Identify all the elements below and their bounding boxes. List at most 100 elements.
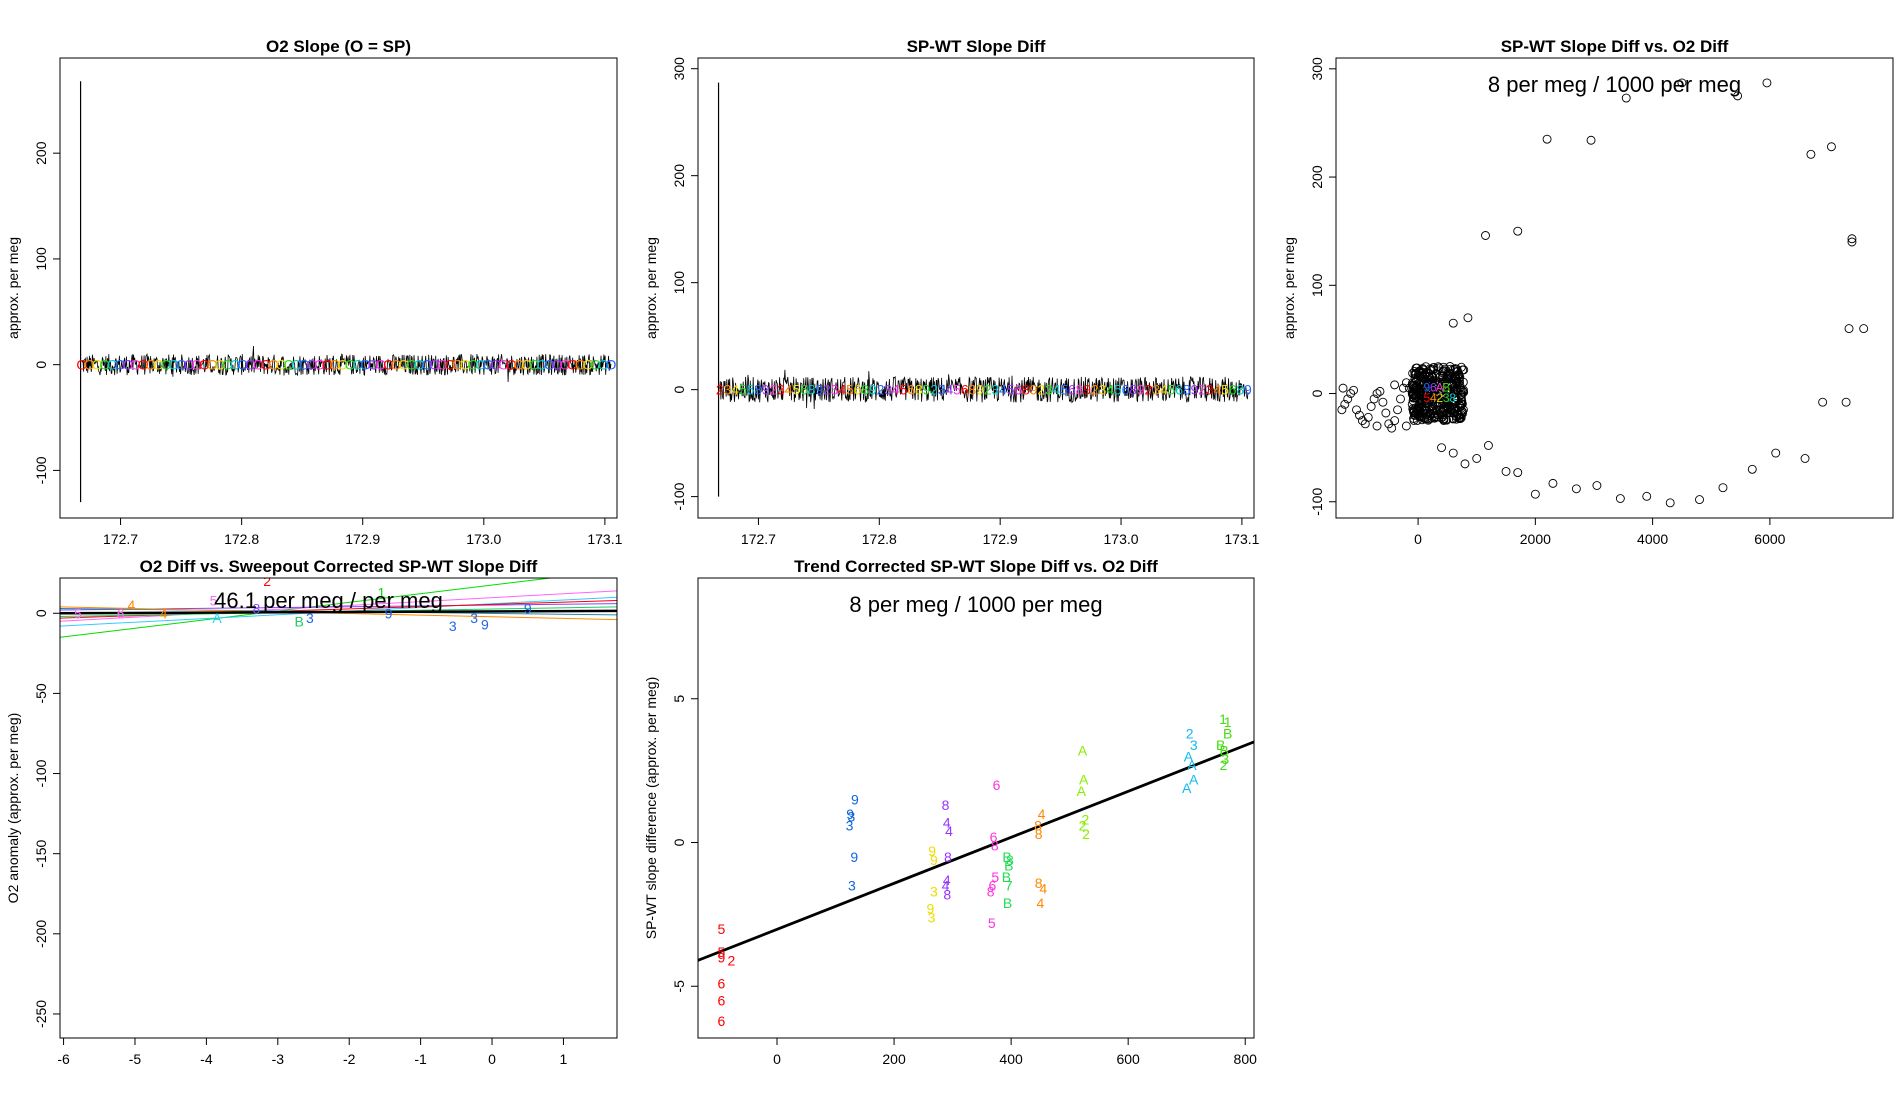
data-point <box>1390 380 1400 390</box>
cluster-label: 2 <box>1436 391 1443 405</box>
cluster-point <box>1439 415 1449 424</box>
marker-label: 8 <box>1076 382 1084 398</box>
cluster-point <box>1452 374 1461 384</box>
cluster-point <box>1426 409 1436 419</box>
plot-frame <box>697 577 1255 1039</box>
data-point <box>1381 408 1391 418</box>
cluster-point <box>1430 390 1440 400</box>
point-label: 6 <box>718 1013 726 1029</box>
y-axis-label: approx. per meg <box>1281 237 1297 339</box>
point-label: A <box>1078 743 1088 759</box>
data-point <box>1844 324 1854 334</box>
marker-label: 2 <box>1091 382 1099 398</box>
data-point <box>1463 313 1473 323</box>
cluster-point <box>1408 404 1418 414</box>
point-label: 4 <box>942 878 950 894</box>
data-point <box>1460 459 1470 469</box>
marker-label: 8 <box>1129 382 1137 398</box>
marker-label: O <box>214 357 225 373</box>
cluster-point <box>1435 371 1445 381</box>
cluster-point <box>1419 389 1429 399</box>
y-tick-label: 0 <box>33 361 49 369</box>
marker-label: 9 <box>923 382 931 398</box>
cluster-point <box>1423 414 1433 424</box>
point-label: 9 <box>718 950 726 966</box>
marker-label: O <box>176 357 187 373</box>
marker-label: 3 <box>1099 382 1107 398</box>
marker-label: O <box>138 357 149 373</box>
marker-label: 4 <box>1106 382 1114 398</box>
y-tick-label: 0 <box>33 609 49 617</box>
y-tick-label: 5 <box>671 695 687 703</box>
fit-line <box>60 609 617 615</box>
marker-label: 5 <box>953 382 961 398</box>
data-point <box>1762 78 1772 88</box>
marker-label: 5 <box>1168 382 1176 398</box>
point-label: 9 <box>850 849 858 865</box>
point-label: 9 <box>926 901 934 917</box>
point-label: 9 <box>930 852 938 868</box>
data-point <box>1542 134 1552 144</box>
marker-label: 8 <box>1183 382 1191 398</box>
point-label: 3 <box>847 809 855 825</box>
marker-label: O <box>414 357 425 373</box>
fit-line <box>698 740 1254 962</box>
marker-label: 6 <box>907 382 915 398</box>
y-axis-label: O2 anomaly (approx. per meg) <box>5 713 21 904</box>
marker-label: 6 <box>800 382 808 398</box>
cluster-label: 9 <box>1424 380 1431 394</box>
y-tick-label: 200 <box>33 141 49 165</box>
data-point <box>1340 399 1350 409</box>
marker-label: O <box>268 357 279 373</box>
cluster-point <box>1451 393 1461 403</box>
marker-label: 3 <box>777 382 785 398</box>
marker-label: 3 <box>724 382 732 398</box>
point-label: 4 <box>1039 881 1047 897</box>
data-point <box>1472 454 1482 463</box>
x-tick-label: 0 <box>1414 531 1422 547</box>
data-point <box>1847 234 1857 244</box>
marker-label: 4 <box>946 382 954 398</box>
plot-frame <box>59 57 618 519</box>
marker-label: O <box>483 357 494 373</box>
point-label: 8 <box>942 797 950 813</box>
data-point <box>1378 397 1388 407</box>
marker-label: 3 <box>1045 382 1053 398</box>
cluster-label: 6 <box>1430 380 1437 394</box>
data-point <box>1396 394 1405 404</box>
marker-label: 6 <box>1229 382 1237 398</box>
y-tick-label: 200 <box>1309 165 1325 189</box>
point-label: 4 <box>943 814 951 830</box>
fit-annotation: 8 per meg / 1000 per meg <box>1488 72 1741 97</box>
point-label: A <box>1182 780 1192 796</box>
marker-label: O <box>245 357 256 373</box>
point-label: 3 <box>930 883 938 899</box>
panel-5: 559 26669933939939384484486685685B8BB7B48… <box>643 557 1257 1067</box>
point-label: 2 <box>1186 725 1194 741</box>
cluster-point <box>1449 382 1459 392</box>
point-label: 4 <box>128 597 136 613</box>
x-tick-label: 172.8 <box>224 531 259 547</box>
data-point <box>1398 383 1408 393</box>
marker-label: O <box>536 357 547 373</box>
marker-label: 5 <box>900 382 908 398</box>
plot-frame <box>1335 57 1894 519</box>
point-label: 6 <box>993 777 1001 793</box>
marker-label: O <box>529 357 540 373</box>
point-label: 5 <box>988 915 996 931</box>
data-point <box>1363 412 1373 422</box>
marker-label: O <box>260 357 271 373</box>
data-point <box>1346 389 1356 398</box>
point-label: 8 <box>1035 826 1043 842</box>
marker-label: 2 <box>769 382 777 398</box>
marker-label: O <box>161 357 172 373</box>
x-tick-label: 4000 <box>1637 531 1668 547</box>
point-label: B <box>1003 895 1012 911</box>
marker-label: 4 <box>999 382 1007 398</box>
marker-label: O <box>544 357 555 373</box>
data-point <box>1401 421 1411 431</box>
cluster-point <box>1417 391 1427 401</box>
marker-label: O <box>391 357 402 373</box>
